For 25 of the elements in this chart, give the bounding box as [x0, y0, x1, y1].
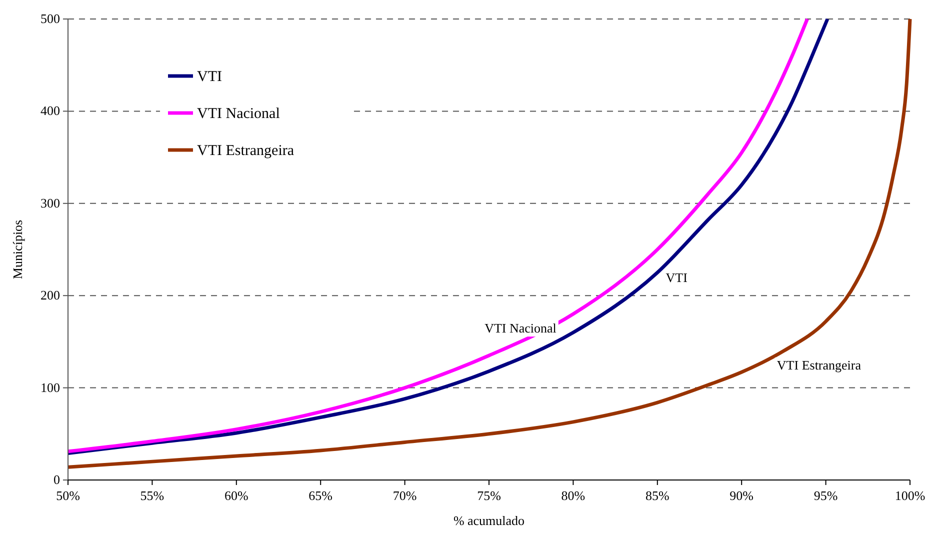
y-axis-title: Municípios — [10, 220, 25, 280]
x-tick-label: 90% — [730, 488, 754, 503]
legend-label: VTI Estrangeira — [197, 143, 294, 159]
y-tick-label: 300 — [40, 195, 60, 210]
x-tick-label: 85% — [645, 488, 670, 503]
y-tick-label: 100 — [40, 380, 60, 395]
x-tick-label: 95% — [814, 488, 838, 503]
legend-label: VTI Nacional — [197, 106, 280, 122]
y-tick-label: 400 — [40, 103, 60, 118]
legend-label: VTI — [197, 69, 222, 85]
x-tick-label: 100% — [894, 488, 926, 503]
y-tick-label: 0 — [54, 472, 60, 487]
x-tick-label: 80% — [561, 488, 586, 503]
x-tick-label: 55% — [140, 488, 164, 503]
x-tick-label: 70% — [392, 488, 417, 503]
annotation: VTI — [666, 270, 688, 285]
x-tick-label: 50% — [56, 488, 80, 503]
y-tick-label: 200 — [40, 288, 60, 303]
y-tick-label: 500 — [40, 11, 60, 26]
x-tick-label: 60% — [224, 488, 248, 503]
x-tick-label: 75% — [477, 488, 502, 503]
annotation: VTI Nacional — [484, 320, 557, 336]
annotation: VTI Estrangeira — [776, 357, 862, 372]
x-axis-title: % acumulado — [453, 513, 525, 528]
x-tick-label: 65% — [308, 488, 333, 503]
